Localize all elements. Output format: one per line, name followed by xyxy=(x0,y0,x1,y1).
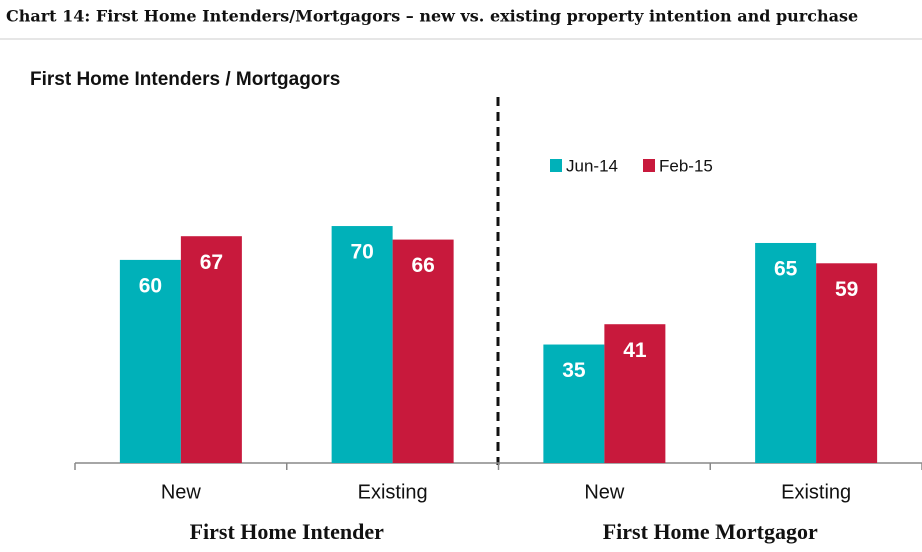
bar xyxy=(543,344,605,463)
bar xyxy=(331,226,393,463)
value-label: 35 xyxy=(562,359,586,382)
legend-label: Jun-14 xyxy=(566,156,618,175)
value-label: 60 xyxy=(139,274,162,297)
bar xyxy=(119,259,181,463)
bar xyxy=(604,324,666,463)
legend-label: Feb-15 xyxy=(659,156,713,175)
value-label: 41 xyxy=(623,339,647,362)
group-label: First Home Mortgagor xyxy=(603,519,818,544)
x-tick-label: New xyxy=(161,481,202,503)
x-tick-label: New xyxy=(584,481,625,503)
value-label: 65 xyxy=(774,258,798,281)
x-tick-label: Existing xyxy=(781,481,851,503)
chart-title: Chart 14: First Home Intenders/Mortgagor… xyxy=(6,7,858,26)
value-label: 66 xyxy=(411,254,434,277)
bar xyxy=(816,263,878,463)
bar xyxy=(180,236,242,463)
chart-subtitle: First Home Intenders / Mortgagors xyxy=(30,69,340,90)
legend-swatch xyxy=(550,159,562,172)
bar xyxy=(392,239,454,463)
value-label: 67 xyxy=(200,251,223,274)
x-tick-label: Existing xyxy=(358,481,428,503)
group-label: First Home Intender xyxy=(190,519,385,544)
legend-swatch xyxy=(643,159,655,172)
bar xyxy=(755,242,817,463)
value-label: 59 xyxy=(835,278,858,301)
value-label: 70 xyxy=(350,241,373,264)
